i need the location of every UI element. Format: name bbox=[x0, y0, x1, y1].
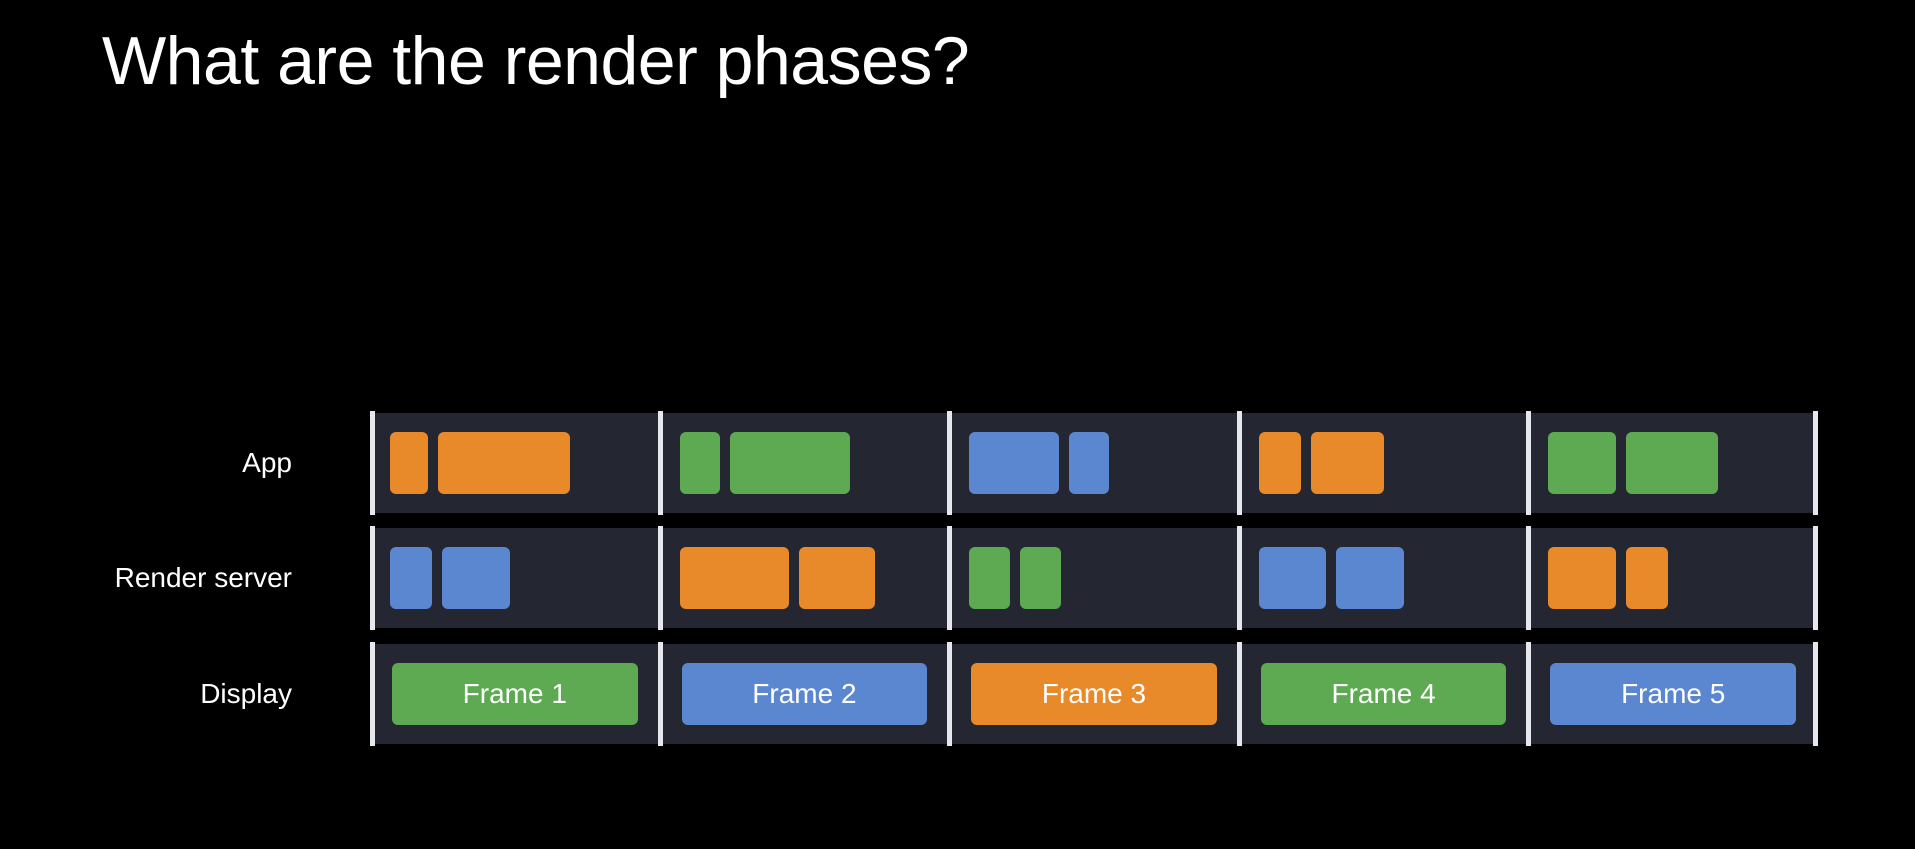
render-server-work-block bbox=[969, 547, 1011, 609]
display-frame: Frame 5 bbox=[1550, 663, 1796, 725]
app-work-block bbox=[1068, 432, 1110, 494]
app-work-block bbox=[1625, 432, 1719, 494]
lane-display: Frame 1 Frame 2 Frame 3 Frame 4 Frame 5 bbox=[370, 642, 1818, 746]
display-frame: Frame 3 bbox=[971, 663, 1217, 725]
app-work-block bbox=[729, 432, 850, 494]
vsync-divider bbox=[1526, 526, 1532, 630]
vsync-divider bbox=[370, 642, 375, 746]
app-work-block bbox=[969, 432, 1059, 494]
vsync-divider bbox=[1813, 642, 1818, 746]
vsync-divider bbox=[657, 642, 663, 746]
row-label-display: Display bbox=[200, 678, 292, 709]
vsync-divider bbox=[657, 411, 663, 515]
app-work-block bbox=[1258, 432, 1301, 494]
vsync-divider bbox=[947, 642, 953, 746]
app-work-block bbox=[437, 432, 570, 494]
vsync-divider bbox=[1236, 526, 1242, 630]
render-server-work-block bbox=[1020, 547, 1062, 609]
app-work-block bbox=[1310, 432, 1384, 494]
render-server-work-block bbox=[1258, 547, 1327, 609]
app-work-block bbox=[1548, 432, 1616, 494]
render-server-work-block bbox=[799, 547, 875, 609]
render-server-work-block bbox=[679, 547, 790, 609]
render-server-work-block bbox=[1548, 547, 1617, 609]
render-server-work-block bbox=[390, 547, 433, 609]
vsync-divider bbox=[947, 526, 953, 630]
vsync-divider bbox=[1236, 411, 1242, 515]
vsync-divider bbox=[370, 526, 375, 630]
vsync-divider bbox=[1813, 526, 1818, 630]
display-frame: Frame 1 bbox=[392, 663, 638, 725]
display-frame: Frame 4 bbox=[1260, 663, 1507, 725]
vsync-divider bbox=[657, 526, 663, 630]
vsync-divider bbox=[1526, 642, 1532, 746]
render-server-work-block bbox=[1626, 547, 1669, 609]
vsync-divider bbox=[1236, 642, 1242, 746]
vsync-divider bbox=[1526, 411, 1532, 515]
vsync-divider bbox=[947, 411, 953, 515]
lane-render-server bbox=[370, 526, 1818, 630]
render-server-work-block bbox=[1336, 547, 1404, 609]
lane-app bbox=[370, 411, 1818, 515]
app-work-block bbox=[390, 432, 428, 494]
render-server-work-block bbox=[442, 547, 510, 609]
vsync-divider bbox=[1813, 411, 1818, 515]
row-label-render-server: Render server bbox=[114, 562, 292, 593]
app-work-block bbox=[679, 432, 720, 494]
row-label-app: App bbox=[242, 447, 292, 478]
slide-title: What are the render phases? bbox=[102, 23, 970, 99]
display-frame: Frame 2 bbox=[681, 663, 928, 725]
vsync-divider bbox=[370, 411, 375, 515]
